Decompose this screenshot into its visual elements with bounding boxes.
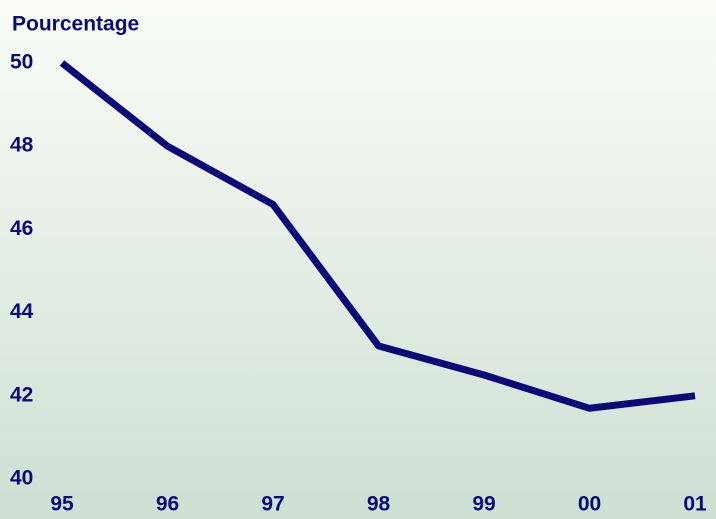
x-tick-label: 01 xyxy=(683,493,707,516)
y-tick-label: 42 xyxy=(10,383,33,406)
y-tick-label: 40 xyxy=(10,467,33,490)
x-tick-label: 99 xyxy=(472,493,495,516)
y-tick-label: 48 xyxy=(10,134,34,157)
y-tick-label: 46 xyxy=(10,217,33,240)
x-tick-label: 98 xyxy=(367,493,391,516)
y-tick-label: 44 xyxy=(10,300,34,323)
data-line xyxy=(59,60,696,412)
x-tick-label: 96 xyxy=(156,493,179,516)
x-tick-label: 97 xyxy=(261,493,284,516)
y-tick-label: 50 xyxy=(10,51,33,74)
chart-title: Pourcentage xyxy=(12,13,139,36)
x-tick-label: 00 xyxy=(578,493,601,516)
x-tick-label: 95 xyxy=(50,493,74,516)
